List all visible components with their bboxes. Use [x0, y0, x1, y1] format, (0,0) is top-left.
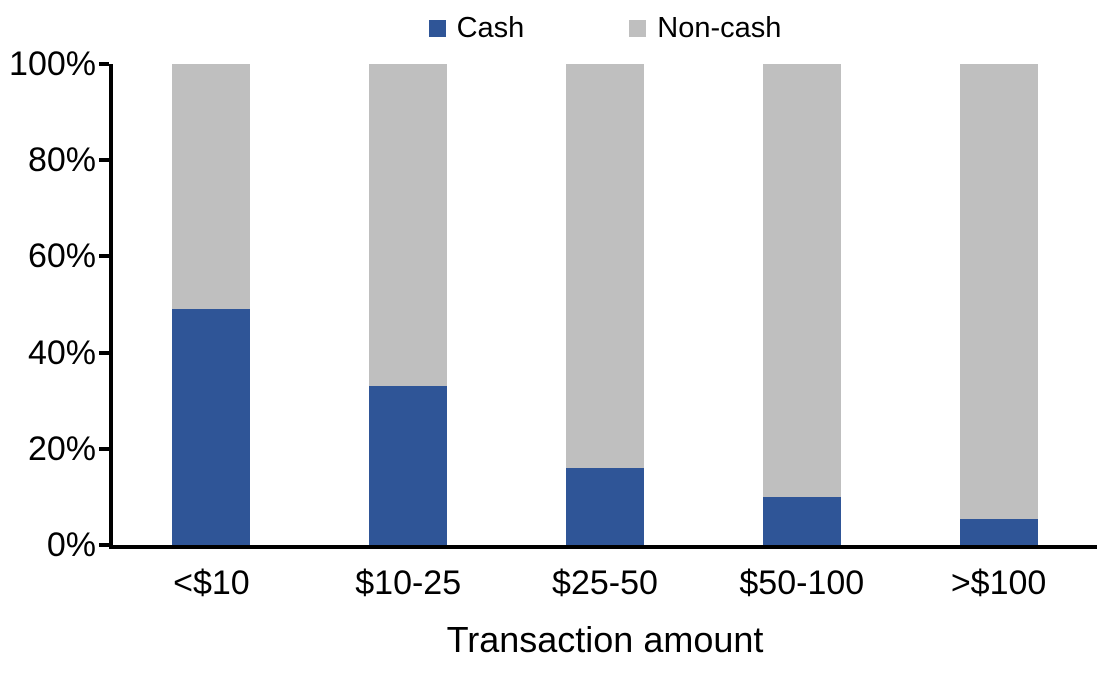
plot-area — [109, 64, 1097, 549]
segment-non-cash — [369, 64, 448, 387]
y-tick-mark — [99, 350, 109, 355]
segment-non-cash — [565, 64, 644, 469]
legend-label-non-cash: Non-cash — [657, 11, 782, 44]
x-category-label: $25-50 — [552, 564, 658, 602]
y-tick-label: 100% — [9, 45, 96, 83]
segment-cash — [959, 518, 1038, 545]
legend-item-non-cash: Non-cash — [629, 11, 782, 44]
bar-3 — [565, 64, 644, 545]
segment-cash — [369, 386, 448, 545]
segment-cash — [762, 496, 841, 545]
y-tick-mark — [99, 158, 109, 163]
y-tick-mark — [99, 446, 109, 451]
bar-4 — [762, 64, 841, 545]
segment-non-cash — [172, 64, 251, 310]
y-tick-label: 20% — [27, 429, 96, 468]
x-axis-title: Transaction amount — [446, 619, 764, 660]
segment-non-cash — [959, 64, 1038, 519]
y-tick-label: 0% — [46, 526, 96, 564]
x-category-label: $50-100 — [739, 564, 865, 602]
x-category-label: >$100 — [950, 564, 1047, 602]
bars-group — [113, 64, 1097, 545]
bar-5 — [959, 64, 1038, 545]
non-cash-swatch-icon — [629, 19, 647, 37]
y-tick-label: 80% — [27, 141, 96, 180]
bar-1 — [172, 64, 251, 545]
x-axis-labels: <$10 $10-25 $25-50 $50-100 >$100 — [113, 564, 1097, 602]
cash-swatch-icon — [428, 19, 446, 37]
segment-cash — [172, 309, 251, 545]
y-tick-mark — [99, 254, 109, 259]
y-tick-mark — [99, 62, 109, 66]
segment-non-cash — [762, 64, 841, 497]
x-category-label: $10-25 — [355, 564, 462, 602]
y-tick-mark — [99, 543, 109, 547]
segment-cash — [565, 468, 644, 545]
legend-label-cash: Cash — [456, 11, 525, 44]
legend-item-cash: Cash — [428, 11, 525, 44]
y-tick-label: 40% — [27, 333, 96, 372]
legend: Cash Non-cash — [113, 8, 1097, 48]
y-tick-label: 60% — [27, 237, 96, 276]
bar-2 — [369, 64, 448, 545]
x-category-label: <$10 — [173, 564, 250, 602]
